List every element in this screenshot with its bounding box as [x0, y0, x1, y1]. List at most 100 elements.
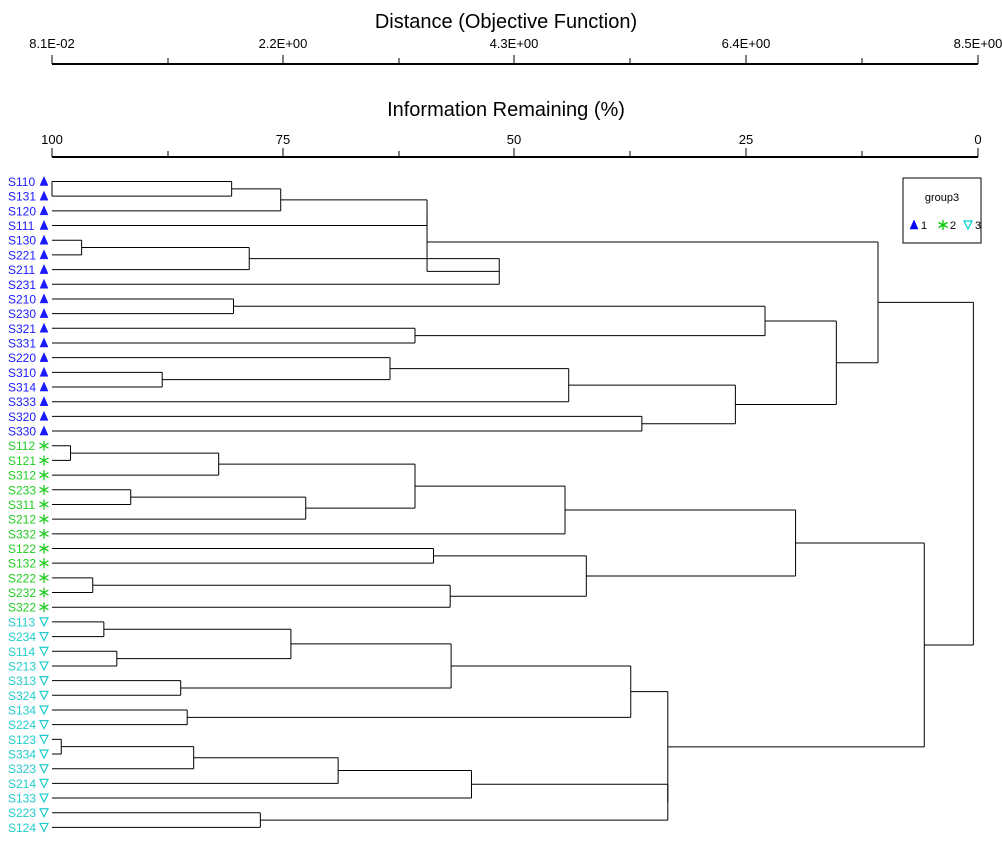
triangle-up-icon: [39, 425, 49, 436]
triangle-down-icon: [963, 220, 973, 231]
distance-tick-label: 6.4E+00: [722, 36, 771, 51]
triangle-down-icon: [39, 778, 49, 789]
triangle-up-icon: [39, 278, 49, 289]
leaf-label: S230: [8, 307, 36, 321]
distance-tick-label: 8.5E+00: [954, 36, 1002, 51]
distance-axis-title: Distance (Objective Function): [375, 11, 637, 33]
triangle-up-icon: [39, 190, 49, 201]
triangle-up-icon: [39, 381, 49, 392]
leaf-label: S310: [8, 366, 36, 380]
triangle-up-icon: [39, 263, 49, 274]
distance-tick-label: 4.3E+00: [490, 36, 539, 51]
legend-item-label: 2: [950, 220, 956, 232]
information-axis-title: Information Remaining (%): [387, 99, 625, 121]
triangle-down-icon: [39, 808, 49, 819]
asterisk-icon: [39, 558, 49, 569]
information-axis: 100 75 50 25 0: [41, 132, 982, 158]
leaf-label: S223: [8, 806, 36, 820]
leaf-label: S232: [8, 586, 36, 600]
leaf-label: S313: [8, 674, 36, 688]
distance-axis: 8.1E-02 2.2E+00 4.3E+00 6.4E+00 8.5E+00: [29, 36, 1002, 65]
leaf-label: S311: [8, 498, 35, 512]
leaf-label: S131: [8, 190, 36, 204]
triangle-up-icon: [909, 219, 919, 230]
information-tick-label: 0: [974, 132, 981, 147]
asterisk-icon: [39, 587, 49, 598]
asterisk-icon: [39, 543, 49, 554]
asterisk-icon: [39, 455, 49, 466]
leaf-label: S222: [8, 571, 36, 585]
leaf-label: S321: [8, 322, 36, 336]
leaf-label: S312: [8, 469, 36, 483]
triangle-down-icon: [39, 705, 49, 716]
leaf-label: S233: [8, 483, 36, 497]
leaf-label: S324: [8, 689, 36, 703]
triangle-up-icon: [39, 322, 49, 333]
leaf-label: S320: [8, 410, 36, 424]
triangle-up-icon: [39, 175, 49, 186]
leaf-labels: S110S131S120S111S130S221S211S231S210S230…: [8, 175, 49, 835]
leaf-label: S322: [8, 601, 36, 615]
leaf-label: S122: [8, 542, 36, 556]
distance-tick-label: 8.1E-02: [29, 36, 75, 51]
leaf-label: S123: [8, 733, 36, 747]
leaf-label: S234: [8, 630, 36, 644]
leaf-label: S213: [8, 659, 36, 673]
leaf-label: S211: [8, 263, 35, 277]
triangle-up-icon: [39, 337, 49, 348]
information-tick-label: 25: [739, 132, 753, 147]
asterisk-icon: [39, 514, 49, 525]
triangle-down-icon: [39, 822, 49, 833]
dendrogram-tree: [51, 181, 974, 828]
leaf-label: S114: [8, 645, 35, 659]
triangle-up-icon: [39, 410, 49, 421]
leaf-label: S332: [8, 527, 36, 541]
asterisk-icon: [39, 602, 49, 613]
information-tick-label: 50: [507, 132, 521, 147]
leaf-label: S210: [8, 292, 36, 306]
triangle-up-icon: [39, 205, 49, 216]
triangle-down-icon: [39, 690, 49, 701]
information-tick-label: 100: [41, 132, 63, 147]
leaf-label: S220: [8, 351, 36, 365]
legend-box: [902, 177, 982, 244]
leaf-label: S113: [8, 615, 35, 629]
leaf-label: S112: [8, 439, 35, 453]
leaf-label: S110: [8, 175, 35, 189]
information-tick-label: 75: [276, 132, 290, 147]
leaf-label: S124: [8, 821, 36, 835]
leaf-label: S111: [8, 219, 35, 233]
triangle-up-icon: [39, 396, 49, 406]
leaf-label: S323: [8, 762, 36, 776]
triangle-down-icon: [39, 661, 49, 672]
triangle-down-icon: [39, 631, 49, 642]
asterisk-icon: [39, 499, 49, 510]
leaf-label: S214: [8, 777, 36, 791]
leaf-label: S120: [8, 204, 36, 218]
triangle-up-icon: [39, 249, 49, 260]
triangle-down-icon: [39, 749, 49, 760]
leaf-label: S130: [8, 234, 36, 248]
leaf-label: S221: [8, 248, 36, 262]
triangle-down-icon: [39, 764, 49, 775]
triangle-down-icon: [39, 676, 49, 686]
triangle-down-icon: [39, 793, 49, 804]
legend: group3 1 2 3: [902, 177, 982, 244]
asterisk-icon: [39, 572, 49, 583]
legend-item-label: 1: [921, 220, 927, 232]
leaf-label: S132: [8, 557, 36, 571]
legend-item-label: 3: [975, 220, 981, 232]
asterisk-icon: [39, 528, 49, 539]
triangle-down-icon: [39, 720, 49, 731]
asterisk-icon: [39, 470, 49, 481]
triangle-up-icon: [39, 308, 49, 318]
triangle-up-icon: [39, 366, 49, 377]
triangle-down-icon: [39, 646, 49, 657]
leaf-label: S134: [8, 703, 36, 717]
triangle-down-icon: [39, 617, 49, 628]
leaf-label: S314: [8, 381, 36, 395]
leaf-label: S333: [8, 395, 36, 409]
asterisk-icon: [39, 440, 49, 451]
leaf-label: S133: [8, 792, 36, 806]
